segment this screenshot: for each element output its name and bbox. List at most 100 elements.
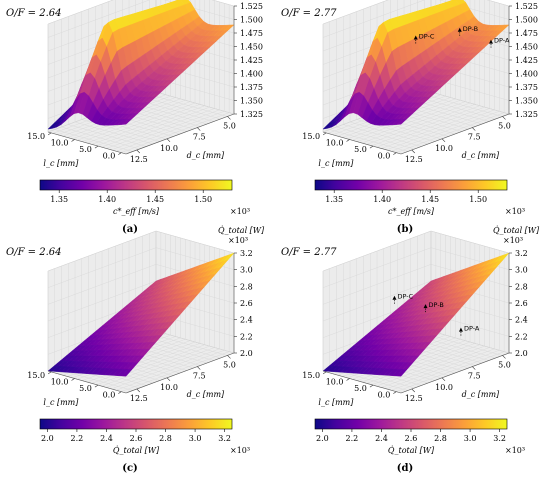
- x-tick-label: 12.5: [405, 394, 423, 403]
- grid-line-floor: [86, 341, 196, 383]
- grid-line-z: [322, 0, 510, 38]
- design-point-marker: [489, 39, 493, 44]
- grid-line-floor: [155, 330, 235, 354]
- colorbar: [39, 418, 233, 430]
- x-tick: [197, 366, 201, 370]
- z-tick-label: 1.500: [240, 16, 263, 25]
- x-tick-label: 5.0: [223, 360, 236, 369]
- z-tick-label: 1.475: [240, 29, 263, 38]
- x-tick-label: 5.0: [498, 121, 511, 130]
- z-tick-label: 3.0: [515, 266, 528, 275]
- z-tick-label: 2.4: [515, 316, 528, 325]
- z-tick-label: 1.375: [240, 83, 263, 92]
- y-axis-label: l_c [mm]: [318, 159, 354, 168]
- y-tick-label: 10.0: [51, 138, 69, 147]
- y-tick: [47, 371, 52, 375]
- z-tick-label: 1.325: [240, 110, 263, 119]
- grid-line-floor: [77, 100, 186, 141]
- colorbar-tick-label: 1.35: [325, 195, 343, 204]
- colorbar: [39, 179, 233, 191]
- design-point-label: DP-B: [429, 301, 444, 309]
- x-tick-label: 12.5: [130, 155, 148, 164]
- grid-line-floor: [142, 96, 221, 120]
- colorbar: [314, 418, 508, 430]
- x-tick-label: 10.0: [160, 383, 178, 392]
- y-tick: [346, 139, 350, 142]
- x-tick: [411, 388, 416, 393]
- x-tick: [472, 127, 476, 131]
- y-tick-label: 5.0: [354, 384, 367, 393]
- x-tick: [441, 138, 446, 143]
- panel-label: (a): [122, 224, 138, 235]
- y-tick: [71, 139, 75, 142]
- x-tick-label: 7.5: [468, 372, 481, 381]
- colorbar-tick-label: 2.2: [346, 434, 359, 443]
- x-axis-line: [400, 113, 510, 155]
- colorbar-tick-label: 2.0: [41, 434, 54, 443]
- grid-line-floor: [417, 96, 496, 120]
- x-tick: [136, 149, 141, 154]
- surface-cell: [121, 118, 133, 125]
- surface: [47, 252, 235, 377]
- x-tick: [197, 127, 201, 131]
- grid-line-z: [322, 0, 510, 25]
- y-tick-label: 10.0: [326, 377, 344, 386]
- y-tick: [322, 132, 327, 136]
- z-tick-label: 1.450: [240, 43, 263, 52]
- z-tick-label: 3.0: [240, 266, 253, 275]
- z-tick-label: 1.400: [240, 70, 263, 79]
- y-tick-label: 5.0: [79, 384, 92, 393]
- y-axis-line: [47, 370, 127, 394]
- y-tick: [118, 152, 122, 155]
- colorbar-tick-label: 1.50: [469, 195, 487, 204]
- grid-line-floor: [430, 330, 510, 354]
- grid-line-z: [47, 0, 235, 38]
- colorbar-tick-label: 3.0: [189, 434, 202, 443]
- x-tick: [411, 149, 416, 154]
- x-axis-line: [400, 352, 510, 394]
- x-axis-label: d_c [mm]: [187, 151, 225, 160]
- z-tick-label: 3.2: [240, 249, 253, 258]
- x-axis-label: d_c [mm]: [462, 151, 500, 160]
- z-axis-label: Q̇_total [W]: [493, 226, 540, 235]
- z-axis-label: Q̇_total [W]: [218, 226, 265, 235]
- surface: [322, 0, 510, 130]
- chart-title: O/F = 2.77: [281, 247, 337, 258]
- x-tick: [502, 116, 506, 120]
- z-tick-label: 2.8: [240, 282, 253, 291]
- y-axis-label: l_c [mm]: [43, 159, 79, 168]
- y-tick-label: 5.0: [79, 145, 92, 154]
- colorbar-tick-label: 3.2: [493, 434, 506, 443]
- colorbar-tick-label: 3.0: [464, 434, 477, 443]
- x-tick: [166, 138, 171, 143]
- y-tick: [393, 391, 397, 394]
- y-tick: [71, 378, 75, 381]
- design-point-marker: [413, 35, 418, 40]
- colorbar-label: Q̇_total [W]: [113, 446, 160, 455]
- z-tick-label: 2.6: [240, 299, 253, 308]
- y-axis-label: l_c [mm]: [43, 398, 79, 407]
- grid-line-floor: [86, 102, 196, 144]
- y-tick-label: 15.0: [27, 371, 45, 380]
- z-tick-label: 1.400: [515, 70, 538, 79]
- grid-line-z: [47, 0, 235, 25]
- z-tick-label: 1.350: [515, 97, 538, 106]
- z-tick-label: 2.6: [515, 299, 528, 308]
- z-multiplier: ×10³: [228, 236, 248, 245]
- design-point-label: DP-C: [419, 32, 435, 40]
- grid-line-floor: [149, 333, 228, 356]
- y-tick-label: 0.0: [103, 152, 116, 161]
- chart-title: O/F = 2.64: [6, 247, 62, 258]
- y-tick: [346, 378, 350, 381]
- z-tick-label: 1.425: [515, 56, 538, 65]
- y-tick-label: 10.0: [51, 377, 69, 386]
- panel-label: (d): [397, 463, 413, 474]
- y-axis-line: [47, 131, 127, 155]
- colorbar-label: Q̇_total [W]: [388, 446, 435, 455]
- y-tick: [94, 145, 99, 149]
- z-tick-label: 1.475: [515, 29, 538, 38]
- colorbar-label: c*_eff [m/s]: [388, 207, 435, 216]
- y-tick-label: 15.0: [302, 132, 320, 141]
- x-tick: [136, 388, 141, 393]
- colorbar-multiplier: ×10³: [230, 446, 250, 455]
